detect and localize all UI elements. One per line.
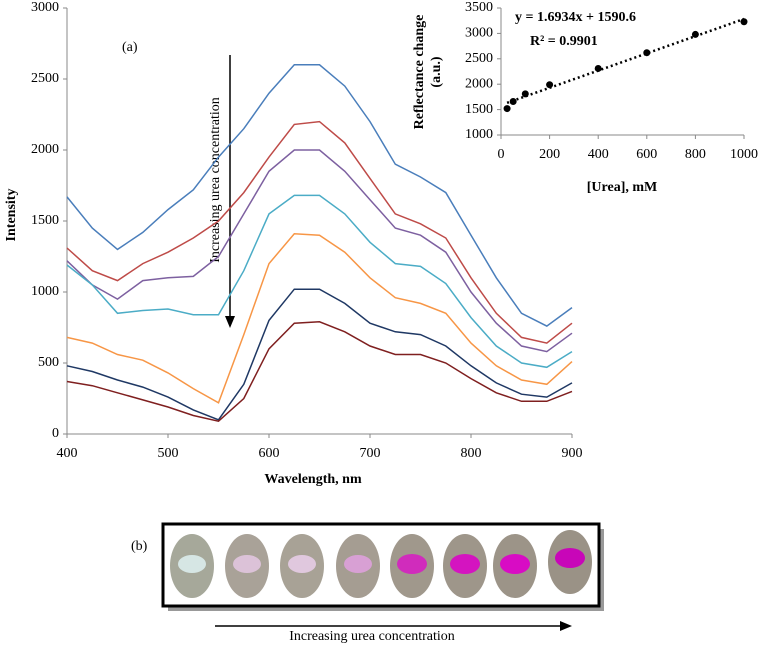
well-spot [397,554,427,574]
y-axis-title: Intensity [4,189,19,242]
x-tick-label: 600 [636,147,657,162]
x-axis-title: [Urea], mM [587,180,658,195]
point [546,81,554,89]
x-tick-label: 700 [360,446,381,461]
point [509,97,517,105]
well-spot [344,555,372,573]
series-line [66,149,573,353]
x-tick-label: 600 [259,446,280,461]
series-line [66,288,573,421]
arrow-head [225,316,235,328]
x-tick-label: 800 [461,446,482,461]
point [594,64,602,72]
wells [170,530,592,598]
x-tick-label: 1000 [730,147,758,162]
series-line [66,233,573,404]
y-tick-label: 1500 [465,102,493,117]
point [691,30,699,38]
y-tick-label: 3500 [465,0,493,15]
point [521,90,529,98]
x-tick-label: 800 [685,147,706,162]
y-tick-label: 3000 [465,26,493,41]
y-tick-label: 1000 [465,127,493,142]
well-spot [178,555,206,573]
well-spot [555,548,585,568]
x-tick-label: 500 [158,446,179,461]
y-tick-label: 0 [52,426,59,441]
point [740,18,748,26]
panel-label: (b) [131,539,148,554]
y-axis-title: (a.u.) [429,56,444,87]
y-tick-label: 2500 [465,51,493,66]
y-axis-title: Reflectance change [412,15,427,130]
x-tick-label: 200 [539,147,560,162]
series-line [66,64,573,327]
annotation: Increasing urea concentration [208,97,223,263]
caption: Increasing urea concentration [289,629,455,644]
point [643,49,651,57]
x-tick-label: 0 [498,147,505,162]
x-tick-label: 400 [588,147,609,162]
r-squared: R² = 0.9901 [530,34,598,49]
well-spot [450,554,480,574]
y-tick-label: 500 [38,355,59,370]
y-tick-label: 2000 [31,142,59,157]
well-spot [288,555,316,573]
x-tick-label: 400 [57,446,78,461]
trendline [506,17,745,105]
x-tick-label: 900 [562,446,583,461]
point [503,105,511,113]
well-spot [233,555,261,573]
well-spot [500,554,530,574]
arrow-head [560,621,572,631]
x-axis-title: Wavelength, nm [264,472,362,487]
y-tick-label: 2000 [465,76,493,91]
series-line [66,120,573,344]
y-tick-label: 2500 [31,71,59,86]
y-tick-label: 1000 [31,284,59,299]
series-line [66,194,573,369]
equation: y = 1.6934x + 1590.6 [515,10,636,25]
y-tick-label: 3000 [31,0,59,15]
series-line [66,321,573,423]
y-tick-label: 1500 [31,213,59,228]
panel-label: (a) [122,40,138,55]
